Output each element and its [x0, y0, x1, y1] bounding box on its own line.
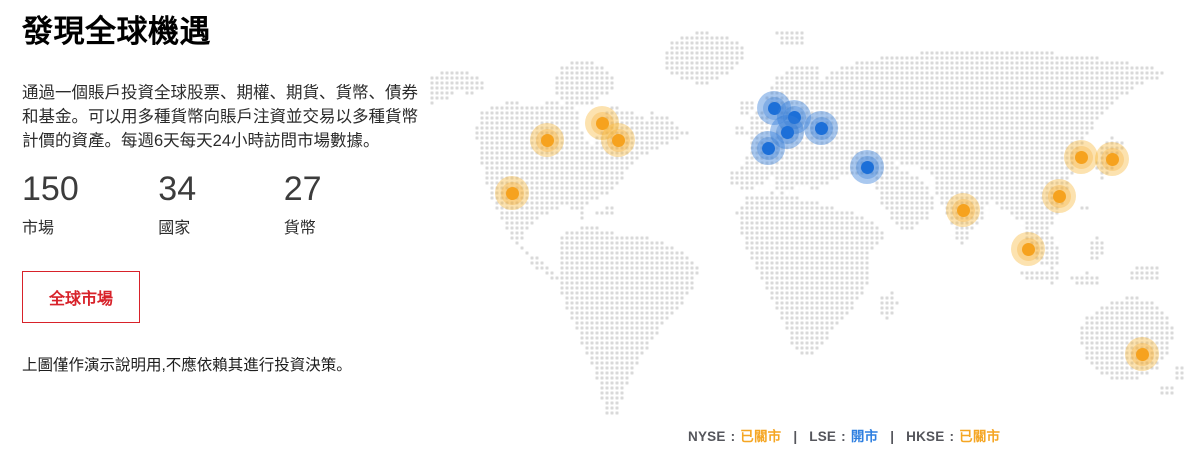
exchange-name-hkse: HKSE [906, 429, 945, 444]
exchange-name-nyse: NYSE [688, 429, 726, 444]
dot-world-map [430, 31, 1184, 415]
stats-row: 150 市場 34 國家 27 貨幣 [22, 170, 420, 238]
stat-countries-label: 國家 [158, 219, 191, 237]
market-status-nyse: 已關市 [740, 429, 782, 444]
market-status-lse: 開市 [850, 429, 879, 444]
exchange-name-lse: LSE [809, 429, 837, 444]
stat-countries-value: 34 [158, 169, 197, 208]
world-map-panel: NYSE: 已關市 | LSE: 開市 | HKSE: 已關市 [430, 26, 1198, 446]
section-title: 發現全球機遇 [22, 14, 211, 49]
separator: | [793, 429, 798, 444]
stat-markets-label: 市場 [22, 219, 55, 237]
global-opportunities-intro: 發現全球機遇 通過一個賬戶投資全球股票、期權、期貨、貨幣、債券和基金。可以用多種… [22, 6, 420, 375]
market-status-hkse: 已關市 [959, 429, 1001, 444]
map-disclaimer: 上圖僅作演示說明用,不應依賴其進行投資決策。 [22, 356, 352, 374]
separator: | [890, 429, 895, 444]
section-description: 通過一個賬戶投資全球股票、期權、期貨、貨幣、債券和基金。可以用多種貨幣向賬戶注資… [22, 83, 418, 150]
stat-markets-value: 150 [22, 169, 79, 208]
stat-currencies-label: 貨幣 [283, 219, 316, 237]
stat-markets: 150 市場 [22, 170, 158, 238]
stat-currencies-value: 27 [283, 169, 322, 208]
colon: : [949, 429, 955, 444]
market-status-bar: NYSE: 已關市 | LSE: 開市 | HKSE: 已關市 [688, 425, 1000, 445]
stat-countries: 34 國家 [158, 170, 283, 238]
stat-currencies: 27 貨幣 [284, 170, 420, 238]
colon: : [730, 429, 736, 444]
global-markets-button[interactable]: 全球市場 [22, 270, 141, 323]
colon: : [841, 429, 846, 444]
